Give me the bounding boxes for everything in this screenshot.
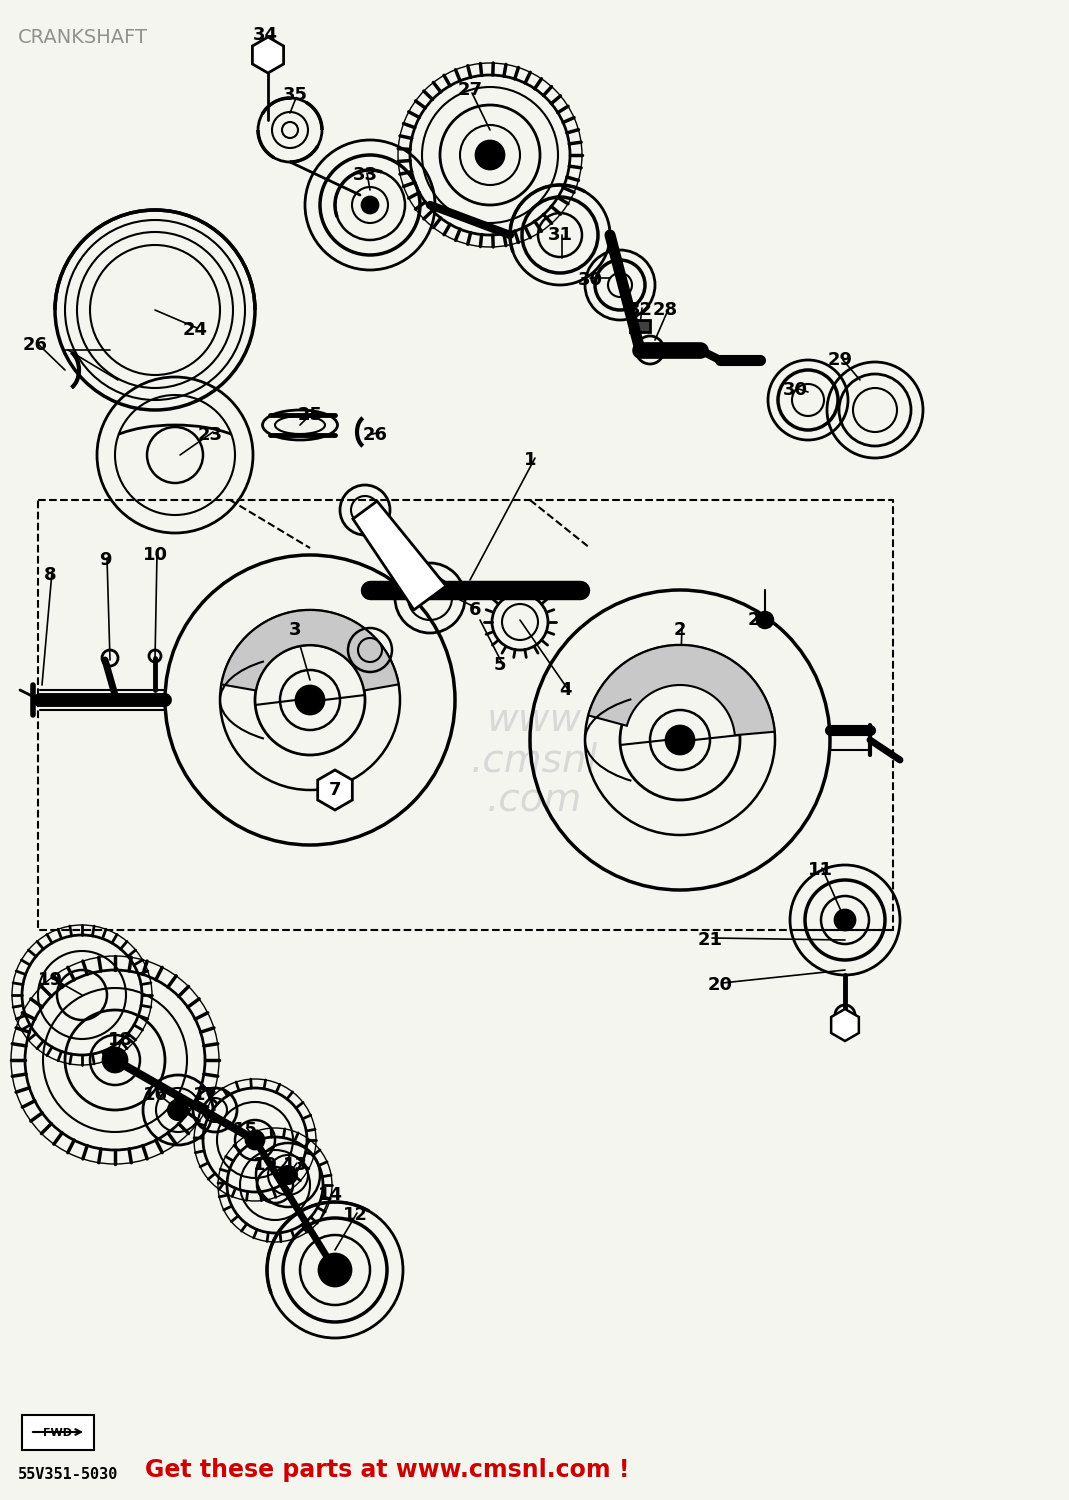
Text: 19: 19 bbox=[37, 970, 62, 988]
Text: 18: 18 bbox=[108, 1030, 133, 1048]
Text: 25: 25 bbox=[297, 406, 323, 424]
Text: 34: 34 bbox=[252, 26, 278, 44]
Bar bbox=[22, 1414, 94, 1450]
Text: 55V351-5030: 55V351-5030 bbox=[18, 1467, 119, 1482]
Text: FWD: FWD bbox=[44, 1428, 73, 1438]
Polygon shape bbox=[252, 38, 283, 74]
Text: 17: 17 bbox=[192, 1086, 217, 1104]
Wedge shape bbox=[588, 645, 775, 735]
Text: .cmsnl: .cmsnl bbox=[470, 741, 598, 778]
Text: 8: 8 bbox=[44, 566, 57, 584]
Text: CRANKSHAFT: CRANKSHAFT bbox=[18, 28, 148, 46]
Text: 29: 29 bbox=[827, 351, 852, 369]
Text: 35: 35 bbox=[282, 86, 308, 104]
Text: 28: 28 bbox=[652, 302, 678, 320]
Text: 26: 26 bbox=[362, 426, 387, 444]
Text: 20: 20 bbox=[708, 976, 732, 994]
Bar bbox=[38, 500, 893, 930]
Text: 10: 10 bbox=[142, 546, 168, 564]
Text: 14: 14 bbox=[317, 1186, 342, 1204]
Text: 12: 12 bbox=[342, 1206, 368, 1224]
Text: www: www bbox=[486, 700, 582, 740]
Circle shape bbox=[319, 1254, 351, 1286]
Polygon shape bbox=[831, 1010, 858, 1041]
Text: 32: 32 bbox=[628, 302, 652, 320]
Wedge shape bbox=[221, 610, 399, 690]
Text: 30: 30 bbox=[783, 381, 807, 399]
Circle shape bbox=[476, 141, 503, 170]
Text: 33: 33 bbox=[353, 166, 377, 184]
Text: 2: 2 bbox=[673, 621, 686, 639]
Circle shape bbox=[103, 1048, 127, 1072]
Circle shape bbox=[279, 1166, 297, 1184]
Text: 31: 31 bbox=[547, 226, 573, 244]
Text: 22: 22 bbox=[747, 610, 773, 628]
Text: 16: 16 bbox=[142, 1086, 168, 1104]
Bar bbox=[630, 320, 650, 332]
Text: 3: 3 bbox=[289, 621, 301, 639]
Circle shape bbox=[835, 910, 855, 930]
Text: 11: 11 bbox=[807, 861, 833, 879]
Circle shape bbox=[666, 726, 694, 754]
Text: 27: 27 bbox=[458, 81, 482, 99]
Text: 1: 1 bbox=[524, 452, 537, 470]
Polygon shape bbox=[353, 501, 446, 610]
Text: 26: 26 bbox=[22, 336, 47, 354]
Text: .com: .com bbox=[486, 782, 582, 819]
Text: 15: 15 bbox=[232, 1120, 258, 1138]
Text: 21: 21 bbox=[697, 932, 723, 950]
Text: 24: 24 bbox=[183, 321, 207, 339]
Text: 30: 30 bbox=[577, 272, 603, 290]
Text: 5: 5 bbox=[494, 656, 507, 674]
Text: 6: 6 bbox=[468, 602, 481, 619]
Circle shape bbox=[246, 1131, 264, 1149]
Text: 7: 7 bbox=[329, 782, 341, 800]
Circle shape bbox=[362, 196, 378, 213]
Text: 19: 19 bbox=[252, 1156, 278, 1174]
Circle shape bbox=[296, 686, 324, 714]
Text: 23: 23 bbox=[198, 426, 222, 444]
Text: Get these parts at www.cmsnl.com !: Get these parts at www.cmsnl.com ! bbox=[145, 1458, 630, 1482]
Text: 13: 13 bbox=[282, 1156, 308, 1174]
Text: 4: 4 bbox=[559, 681, 571, 699]
Polygon shape bbox=[317, 770, 353, 810]
Circle shape bbox=[757, 612, 773, 628]
Text: 9: 9 bbox=[98, 550, 111, 568]
Circle shape bbox=[168, 1100, 188, 1120]
